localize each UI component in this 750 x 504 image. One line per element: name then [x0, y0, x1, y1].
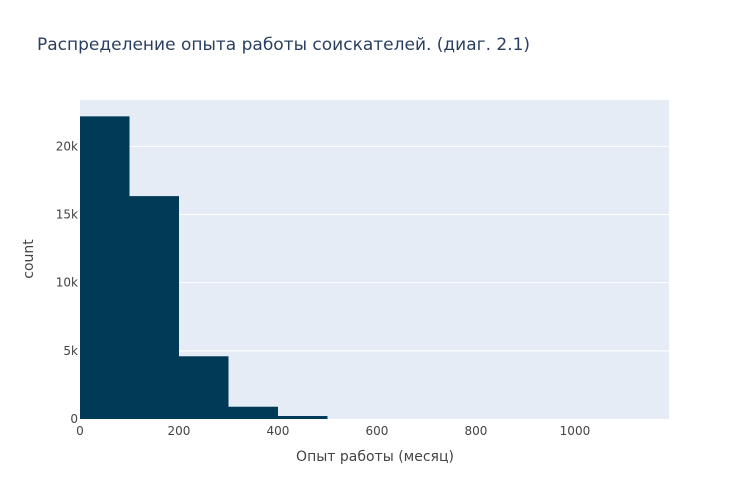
histogram-bar [178, 356, 229, 419]
y-tick-label: 10k [56, 276, 78, 290]
x-axis-ticks: 0 200 400 600 800 1000 [76, 424, 590, 438]
y-tick-label: 5k [63, 344, 78, 358]
x-tick-label: 200 [168, 424, 191, 438]
x-tick-label: 0 [76, 424, 84, 438]
bars [80, 116, 328, 419]
x-tick-label: 800 [465, 424, 488, 438]
y-axis-label: count [21, 239, 37, 279]
histogram-bar [129, 196, 179, 419]
y-tick-label: 15k [56, 208, 78, 222]
x-axis-label: Опыт работы (месяц) [296, 449, 454, 465]
histogram-bar [277, 416, 328, 419]
histogram-bar [228, 406, 278, 419]
histogram-bar [80, 116, 130, 419]
x-tick-label: 600 [366, 424, 389, 438]
y-tick-label: 20k [56, 139, 78, 153]
y-tick-label: 0 [70, 412, 78, 426]
x-tick-label: 400 [267, 424, 290, 438]
y-axis-ticks: 0 5k 10k 15k 20k [56, 139, 78, 426]
chart-title: Распределение опыта работы соискателей. … [37, 35, 530, 55]
x-tick-label: 1000 [560, 424, 591, 438]
